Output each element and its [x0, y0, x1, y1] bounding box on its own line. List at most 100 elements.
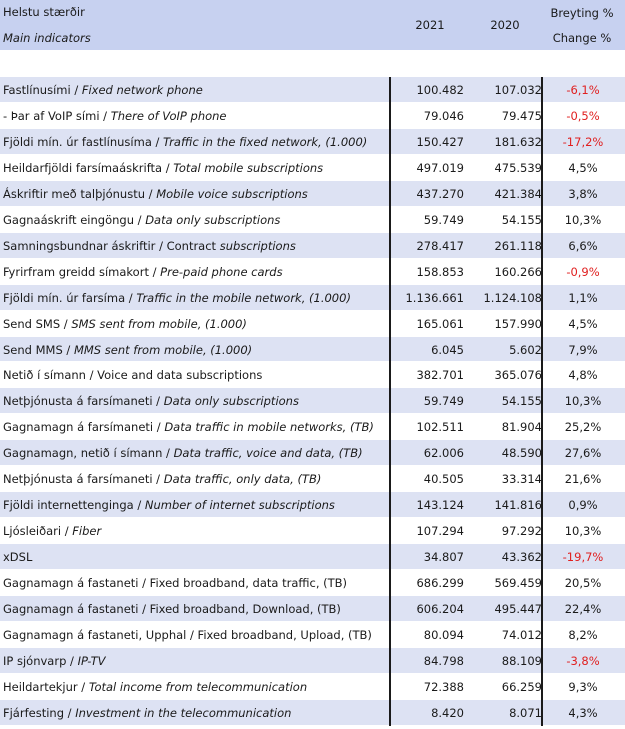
value-2021: 165.061 [416, 316, 464, 331]
row-label-icelandic: Fjárfesting / [3, 705, 76, 720]
value-2021: 686.299 [416, 576, 464, 591]
row-label: xDSL [3, 550, 32, 564]
value-2021: 1.136.661 [405, 290, 464, 305]
change-percent: 25,2% [564, 420, 602, 435]
change-percent: 0,9% [568, 498, 598, 513]
value-2020: 43.362 [501, 550, 542, 565]
row-label-english: Data traffic in mobile networks, (TB) [164, 420, 374, 435]
change-percent: 22,4% [564, 602, 602, 617]
row-label: Fyrirfram greidd símakort / Pre-paid pho… [3, 265, 283, 279]
table-row: Gagnamagn á farsímaneti / Data traffic i… [0, 414, 625, 441]
row-label-english: Total mobile subscriptions [173, 160, 324, 175]
table-row: Fjöldi mín. úr farsíma / Traffic in the … [0, 284, 625, 311]
row-label-english: Total income from telecommunication [88, 679, 308, 694]
row-label: Gagnamagn, netið í símann / Data traffic… [3, 446, 363, 460]
value-2021: 107.294 [416, 524, 464, 539]
value-2021: 497.019 [416, 160, 464, 175]
value-2020: 421.384 [494, 186, 542, 201]
row-label: Áskriftir með talþjónustu / Mobile voice… [3, 187, 308, 201]
value-2021: 80.094 [423, 628, 464, 643]
row-label-english: subscriptions [219, 238, 296, 253]
table-row: Netþjónusta á farsímaneti / Data only su… [0, 388, 625, 415]
row-label-english: Data only subscriptions [145, 212, 281, 227]
change-percent: -6,1% [566, 83, 600, 97]
row-label-english: Mobile voice subscriptions [156, 186, 308, 201]
row-label: Fjárfesting / Investment in the telecomm… [3, 706, 291, 720]
value-2021: 382.701 [416, 368, 464, 383]
change-percent: 9,3% [568, 679, 598, 694]
row-label: Gagnamagn á farsímaneti / Data traffic i… [3, 420, 374, 434]
row-label: - Þar af VoIP sími / There of VoIP phone [3, 109, 227, 123]
row-label-icelandic: Netið í símann / Voice and data subscrip… [3, 368, 263, 383]
value-2021: 62.006 [423, 446, 464, 461]
table-row: Fjárfesting / Investment in the telecomm… [0, 699, 625, 726]
row-label-icelandic: Heildartekjur / [3, 679, 89, 694]
value-2020: 475.539 [494, 160, 542, 175]
change-percent: 4,3% [568, 705, 598, 720]
value-2020: 5.602 [509, 342, 542, 357]
table-body: Fastlínusími / Fixed network phone 100.48… [0, 77, 625, 726]
row-label: Netþjónusta á farsímaneti / Data traffic… [3, 472, 321, 486]
row-label-english: Number of internet subscriptions [144, 498, 335, 513]
value-2021: 34.807 [423, 550, 464, 565]
row-label: Netið í símann / Voice and data subscrip… [3, 368, 262, 382]
change-percent: -3,8% [566, 653, 600, 668]
row-label-english: Traffic in the mobile network, (1.000) [136, 290, 351, 305]
row-label-icelandic: Gagnamagn á fastaneti, Upphal / Fixed br… [3, 628, 372, 643]
table-row: Samningsbundnar áskriftir / Contract sub… [0, 232, 625, 259]
value-2020: 495.447 [494, 602, 542, 617]
row-label-icelandic: Gagnamagn á fastaneti / Fixed broadband,… [3, 576, 348, 591]
row-label: Netþjónusta á farsímaneti / Data only su… [3, 394, 299, 408]
value-2021: 102.511 [416, 420, 464, 435]
row-label-icelandic: - Þar af VoIP sími / [3, 108, 111, 123]
table-row: Heildartekjur / Total income from teleco… [0, 673, 625, 700]
value-2020: 1.124.108 [483, 290, 542, 305]
row-label-english: Data traffic, only data, (TB) [163, 472, 322, 487]
row-label-icelandic: Gagnaáskrift eingöngu / [3, 212, 146, 227]
table-row: Gagnamagn, netið í símann / Data traffic… [0, 440, 625, 467]
value-2020: 365.076 [494, 368, 542, 383]
value-2021: 606.204 [416, 602, 464, 617]
value-2021: 158.853 [416, 264, 464, 279]
table-header: Helstu stærðir Main indicators 2021 2020… [0, 0, 625, 50]
value-2020: 97.292 [501, 524, 542, 539]
value-2020: 66.259 [501, 679, 542, 694]
row-label-icelandic: xDSL [3, 550, 33, 565]
row-label-icelandic: Fjöldi internettenginga / [3, 498, 145, 513]
value-2020: 261.118 [494, 238, 542, 253]
row-label-english: IP-TV [77, 653, 106, 668]
row-label-icelandic: Áskriftir með talþjónustu / [3, 186, 157, 201]
value-2021: 278.417 [416, 238, 464, 253]
value-2020: 33.314 [501, 472, 542, 487]
header-spacer [0, 50, 625, 77]
value-2020: 107.032 [494, 83, 542, 97]
value-2021: 437.270 [416, 186, 464, 201]
row-label-icelandic: Gagnamagn á farsímaneti / [3, 420, 165, 435]
value-2021: 100.482 [416, 83, 464, 97]
value-2021: 6.045 [431, 342, 464, 357]
value-2021: 72.388 [423, 679, 464, 694]
table-row: Gagnamagn á fastaneti / Fixed broadband,… [0, 596, 625, 623]
row-label: Gagnamagn á fastaneti / Fixed broadband,… [3, 576, 347, 590]
value-2020: 79.475 [501, 108, 542, 123]
row-label: Ljósleiðari / Fiber [3, 524, 101, 538]
row-label-icelandic: Netþjónusta á farsímaneti / [3, 472, 164, 487]
table-row: Fjöldi internettenginga / Number of inte… [0, 492, 625, 519]
row-label-icelandic: Gagnamagn á fastaneti / Fixed broadband,… [3, 602, 341, 617]
row-label-icelandic: Ljósleiðari / [3, 524, 73, 539]
change-percent: 3,8% [568, 186, 598, 201]
value-2021: 79.046 [423, 108, 464, 123]
row-label-icelandic: Send MMS / [3, 342, 74, 357]
table-row: - Þar af VoIP sími / There of VoIP phone… [0, 102, 625, 129]
change-percent: 21,6% [564, 472, 602, 487]
row-label-icelandic: Netþjónusta á farsímaneti / [3, 394, 164, 409]
header-year-2020: 2020 [490, 18, 520, 32]
change-percent: -0,5% [566, 108, 600, 123]
row-label-icelandic: Samningsbundnar áskriftir / Contract [3, 238, 220, 253]
table-row: Send MMS / MMS sent from mobile, (1.000)… [0, 336, 625, 363]
table-row: Áskriftir með talþjónustu / Mobile voice… [0, 180, 625, 207]
header-change-icelandic: Breyting % [550, 6, 614, 20]
change-percent: 27,6% [564, 446, 602, 461]
row-label: Heildarfjöldi farsímaáskrifta / Total mo… [3, 161, 323, 175]
